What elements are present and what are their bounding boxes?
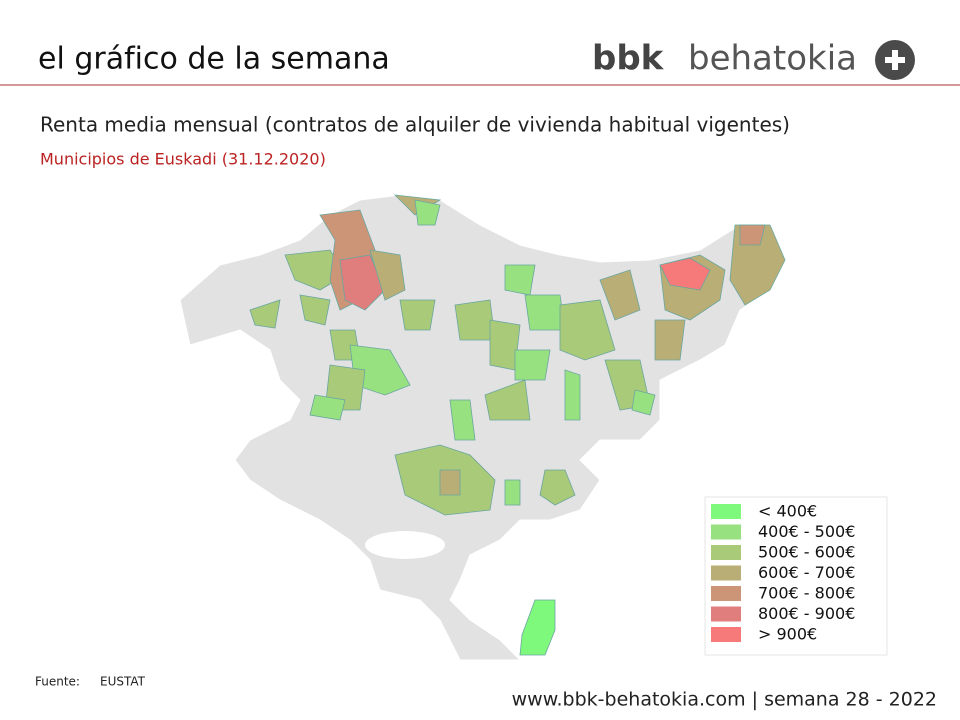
municipality [484, 379, 531, 421]
municipality [739, 224, 766, 246]
enclave [365, 531, 445, 559]
municipality [439, 469, 461, 496]
municipality [524, 294, 566, 331]
municipality [519, 599, 556, 656]
legend-label: 600€ - 700€ [758, 563, 855, 582]
legend-label: 500€ - 600€ [758, 543, 855, 562]
legend-label: > 900€ [758, 625, 817, 644]
municipality [564, 369, 581, 421]
subtitle: Renta media mensual (contratos de alquil… [40, 113, 790, 137]
legend-swatch [711, 545, 741, 560]
legend-label: 400€ - 500€ [758, 522, 855, 541]
logo-icon [875, 40, 915, 80]
legend-swatch [711, 586, 741, 601]
footer: www.bbk-behatokia.com | semana 28 - 2022 [512, 689, 937, 711]
legend-swatch [711, 565, 741, 581]
map [179, 194, 786, 661]
municipality [504, 479, 521, 506]
municipality [299, 294, 331, 326]
municipality [249, 299, 281, 329]
source-value: EUSTAT [100, 675, 146, 689]
source-label: Fuente: [35, 675, 80, 689]
legend: < 400€400€ - 500€ 500€ - 600€600€ - 700€ 7… [704, 496, 888, 656]
municipality [559, 299, 616, 361]
municipality [399, 299, 436, 331]
logo-brand: bbk [592, 39, 665, 79]
legend-swatch [711, 504, 741, 519]
legend-swatch [711, 524, 741, 540]
title: el gráfico de la semana [38, 42, 390, 77]
municipality [369, 249, 406, 301]
legend-label: 700€ - 800€ [758, 584, 855, 603]
municipality [654, 319, 686, 361]
municipality [339, 254, 386, 311]
municipality [599, 269, 641, 321]
logo-name: behatokia [688, 39, 857, 79]
municipality [414, 199, 441, 226]
municipality [514, 349, 551, 381]
legend-swatch [711, 627, 741, 642]
municipality [504, 264, 536, 296]
municipality [449, 399, 476, 441]
legend-label: < 400€ [758, 502, 817, 521]
municipality [454, 299, 496, 341]
municipality [539, 469, 576, 506]
legend-swatch [711, 606, 741, 622]
municipality [309, 394, 346, 421]
caption: Municipios de Euskadi (31.12.2020) [40, 150, 326, 169]
municipality [631, 389, 656, 416]
municipality [659, 257, 711, 291]
legend-label: 800€ - 900€ [758, 604, 855, 623]
